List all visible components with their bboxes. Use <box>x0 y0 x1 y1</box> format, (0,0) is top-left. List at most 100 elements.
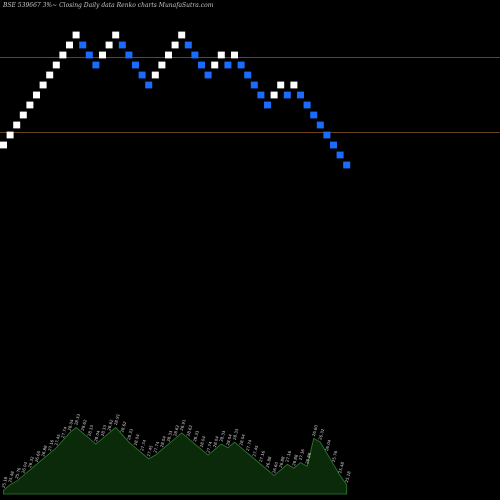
volume-label: 28.33 <box>166 430 174 443</box>
volume-label: 28.33 <box>100 424 108 437</box>
renko-brick-down <box>330 141 337 149</box>
volume-label: 28.33 <box>232 428 240 441</box>
volume-label: 27.74 <box>60 426 68 439</box>
volume-label: 28.04 <box>212 435 220 448</box>
volume-label: 28.62 <box>106 418 114 431</box>
renko-brick-down <box>125 51 133 59</box>
volume-label: 26.60 <box>34 450 42 463</box>
renko-brick-down <box>145 81 153 89</box>
renko-bricks <box>0 31 351 169</box>
renko-brick-down <box>297 91 304 99</box>
volume-label: 26.88 <box>291 454 299 467</box>
volume-label: 28.62 <box>80 418 88 431</box>
renko-brick-up <box>217 51 225 59</box>
volume-label: 28.04 <box>199 435 207 448</box>
volume-label: 26.32 <box>317 428 325 441</box>
reference-lines <box>0 57 500 133</box>
volume-label: 27.45 <box>53 433 61 446</box>
renko-brick-up <box>105 41 113 49</box>
volume-label: 27.74 <box>139 439 147 452</box>
renko-brick-down <box>323 131 331 139</box>
volume-label: 27.16 <box>298 448 306 461</box>
volume-label: 27.74 <box>205 441 213 454</box>
renko-brick-up <box>158 61 166 69</box>
renko-brick-down <box>343 161 351 169</box>
renko-brick-down <box>336 151 344 159</box>
renko-brick-down <box>79 41 87 49</box>
renko-brick-up <box>72 31 80 39</box>
volume-label: 25.18 <box>344 470 352 483</box>
volume-label: 27.45 <box>146 444 154 457</box>
renko-brick-down <box>224 61 232 69</box>
chart-title: BSE 539667 3%~ Closing Daily data Renko … <box>3 2 214 9</box>
volume-label: 25.76 <box>331 450 339 463</box>
volume-label: 26.60 <box>271 461 279 474</box>
volume-label: 26.04 <box>20 461 28 474</box>
renko-brick-up <box>178 31 186 39</box>
renko-brick-up <box>151 71 159 79</box>
renko-brick-down <box>85 51 93 59</box>
renko-brick-up <box>165 51 172 59</box>
renko-brick-up <box>6 131 14 139</box>
renko-brick-up <box>59 51 67 59</box>
renko-brick-down <box>283 91 291 99</box>
volume-label: 28.33 <box>192 430 200 443</box>
volume-label: 28.33 <box>126 428 134 441</box>
volume-label: 26.60 <box>311 424 319 437</box>
renko-brick-down <box>204 71 212 79</box>
volume-label: 28.62 <box>185 424 193 437</box>
renko-brick-up <box>112 31 120 39</box>
volume-label: 26.88 <box>304 452 312 465</box>
renko-brick-up <box>290 81 298 89</box>
renko-brick-up <box>171 41 179 49</box>
volume-label: 26.88 <box>278 455 286 468</box>
volume-label: 25.76 <box>14 467 22 480</box>
renko-brick-down <box>191 51 199 59</box>
volume-area <box>3 426 348 495</box>
volume-label: 28.04 <box>159 435 167 448</box>
volume-label: 26.32 <box>27 455 35 468</box>
renko-brick-down <box>184 41 192 49</box>
volume-label: 28.62 <box>172 424 180 437</box>
volume-label: 28.91 <box>113 413 121 426</box>
renko-brick-up <box>277 81 285 89</box>
renko-brick-down <box>237 61 245 69</box>
volume-label: 27.16 <box>47 439 55 452</box>
volume-label: 28.04 <box>93 430 101 443</box>
renko-brick-down <box>132 61 139 69</box>
renko-brick-down <box>303 101 311 109</box>
volume-label: 28.33 <box>218 430 226 443</box>
volume-label: 28.62 <box>119 420 127 433</box>
volume-label: 25.48 <box>337 461 345 474</box>
volume-label: 26.04 <box>324 439 332 452</box>
renko-brick-up <box>52 61 60 69</box>
volume-label: 25.48 <box>7 470 15 483</box>
volume-label: 25.18 <box>1 476 9 489</box>
renko-brick-down <box>316 121 324 129</box>
renko-brick-down <box>138 71 146 79</box>
volume-label: 28.04 <box>238 433 246 446</box>
volume-label: 28.04 <box>225 433 233 446</box>
volume-label: 28.04 <box>133 433 141 446</box>
volume-panel: 25.1825.4825.7626.0426.3226.6026.8827.16… <box>1 413 352 495</box>
renko-brick-down <box>244 71 252 79</box>
renko-brick-down <box>198 61 205 69</box>
renko-brick-down <box>118 41 126 49</box>
renko-brick-up <box>211 61 219 69</box>
renko-brick-up <box>231 51 238 59</box>
renko-brick-up <box>46 71 54 79</box>
volume-label: 26.88 <box>40 444 48 457</box>
renko-brick-down <box>257 91 265 99</box>
volume-label: 26.88 <box>265 455 273 468</box>
volume-label: 28.33 <box>73 413 81 426</box>
renko-brick-up <box>66 41 73 49</box>
renko-brick-up <box>39 81 47 89</box>
renko-brick-up <box>270 91 278 99</box>
renko-brick-down <box>250 81 258 89</box>
renko-brick-down <box>264 101 271 109</box>
renko-brick-up <box>99 51 106 59</box>
volume-label: 27.45 <box>251 444 259 457</box>
renko-brick-up <box>13 121 21 129</box>
